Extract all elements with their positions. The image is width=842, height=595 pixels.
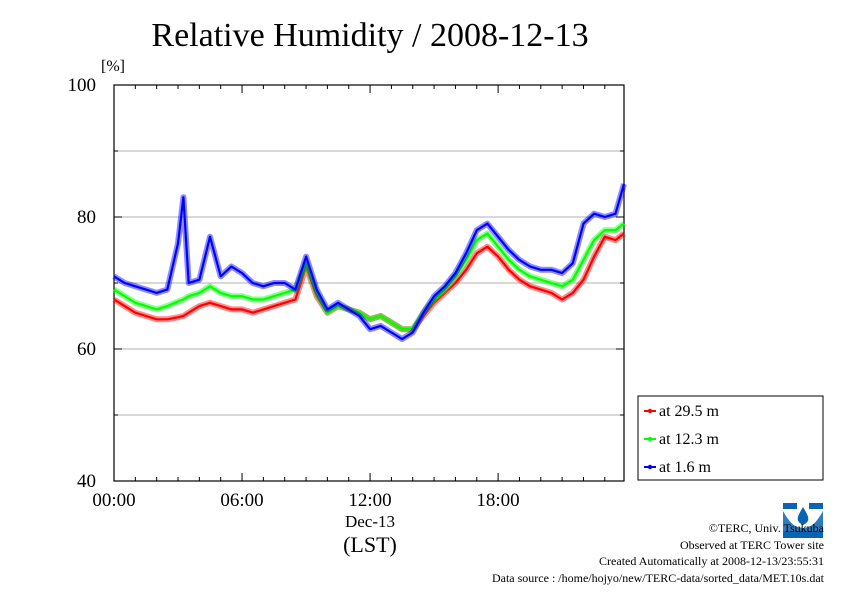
created-text: Created Automatically at 2008-12-13/23:5… [599, 554, 824, 568]
series-lines [112, 183, 627, 343]
legend-marker-0 [647, 408, 653, 414]
legend: at 29.5 m at 12.3 m at 1.6 m [637, 395, 824, 481]
terc-logo-icon [781, 501, 825, 539]
legend-label-12m: at 12.3 m [659, 431, 720, 448]
y-tick-label: 100 [68, 75, 97, 96]
source-text: Data source : /home/hojyo/new/TERC-data/… [491, 570, 824, 585]
legend-marker-1 [647, 436, 653, 442]
series-line-2 [113, 183, 626, 341]
y-tick-label: 40 [77, 471, 96, 492]
terc-logo [781, 501, 825, 544]
series-line-1 [113, 222, 625, 331]
y-tick-label: 80 [77, 207, 96, 228]
x-tick-label: 00:00 [92, 490, 135, 511]
x-tick-label: 18:00 [476, 490, 519, 511]
legend-label-1m: at 1.6 m [659, 459, 712, 476]
grid-lines [114, 150, 624, 416]
x-tick-label: 12:00 [348, 490, 391, 511]
x-tick-label: 06:00 [220, 490, 263, 511]
legend-box [637, 395, 824, 481]
legend-label-29m: at 29.5 m [659, 403, 720, 420]
legend-marker-2 [647, 464, 653, 470]
x-date-label: Dec-13 [345, 512, 395, 531]
site-text: Observed at TERC Tower site [679, 537, 824, 552]
axis-ticks [113, 84, 624, 482]
y-unit-label: [%] [101, 58, 125, 75]
copyright-text: ©TERC, Univ. Tsukuba [708, 521, 824, 535]
x-axis-label: (LST) [343, 532, 397, 557]
footer-info: ©TERC, Univ. Tsukuba Observed at TERC To… [492, 520, 824, 586]
chart-title: Relative Humidity / 2008-12-13 [151, 17, 588, 54]
y-tick-label: 60 [77, 339, 96, 360]
